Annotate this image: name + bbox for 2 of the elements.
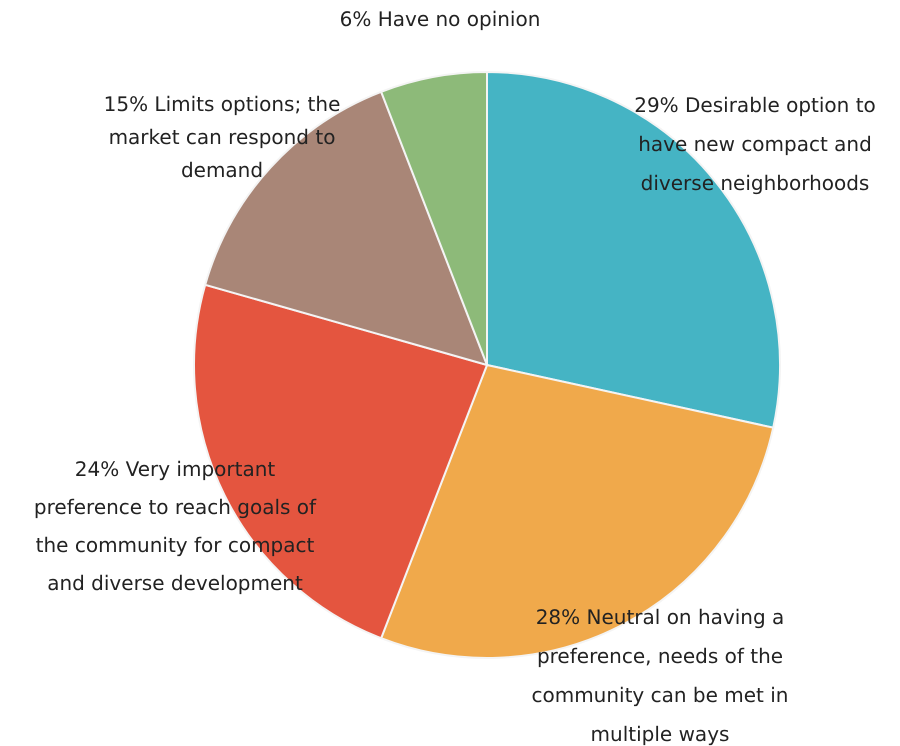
slice-label: 6% Have no opinion [340,7,540,31]
slice-label: 15% Limits options; the market can respond to demand [104,92,340,182]
